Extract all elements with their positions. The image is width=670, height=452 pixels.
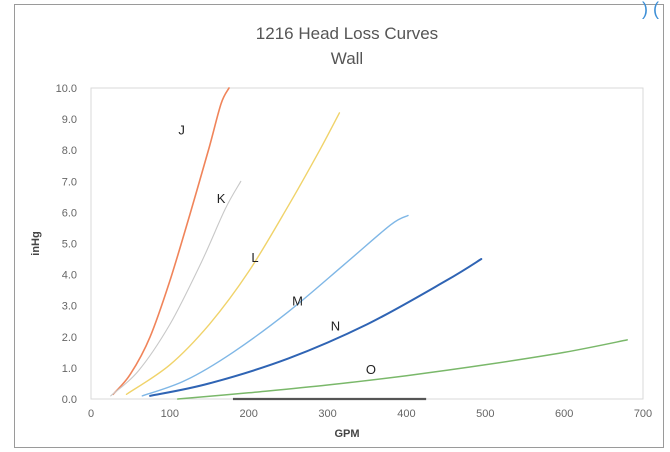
curve-o [176,339,628,400]
y-tick-label: 5.0 [62,239,77,251]
x-tick-label: 300 [318,408,336,420]
curve-l [125,112,341,395]
y-tick-label: 7.0 [62,176,77,188]
x-axis-label: GPM [334,428,359,440]
y-tick-label: 8.0 [62,145,77,157]
x-tick-label: 100 [161,408,179,420]
curve-labels-group: J K L M N O [178,123,376,377]
y-axis-ticks: 0.0 1.0 2.0 3.0 4.0 5.0 6.0 7.0 8.0 9.0 10.0 [56,83,77,406]
curve-label-j: J [178,123,185,138]
y-tick-label: 6.0 [62,207,77,219]
x-tick-label: 0 [88,408,94,420]
chart-frame: ) ( 1216 Head Loss Curves Wall 0.0 1.0 2.0… [14,0,664,448]
curve-label-k: K [217,191,226,206]
y-tick-label: 4.0 [62,270,77,282]
x-tick-label: 500 [476,408,494,420]
curve-j [112,87,230,396]
x-tick-label: 700 [634,408,652,420]
y-tick-label: 9.0 [62,114,77,126]
curves-group [110,87,628,400]
corner-bracket-mark: ) ( [642,0,659,19]
x-tick-label: 400 [397,408,415,420]
curve-label-l: L [251,250,258,265]
head-loss-chart: 1216 Head Loss Curves Wall 0.0 1.0 2.0 3.0 4… [30,24,652,440]
chart-subtitle: Wall [331,49,363,68]
curve-label-o: O [366,362,376,377]
y-tick-label: 10.0 [56,83,77,95]
curve-k [110,180,242,397]
y-tick-label: 2.0 [62,332,77,344]
curve-label-n: N [331,319,340,334]
y-tick-label: 0.0 [62,394,77,406]
curve-m [141,214,409,397]
y-axis-label: inHg [30,231,42,255]
x-tick-label: 600 [555,408,573,420]
x-axis-ticks: 0 100 200 300 400 500 600 700 [88,408,652,420]
curve-n [149,258,483,397]
x-tick-label: 200 [240,408,258,420]
y-tick-label: 3.0 [62,301,77,313]
chart-title: 1216 Head Loss Curves [256,24,438,43]
y-tick-label: 1.0 [62,363,77,375]
curve-label-m: M [292,294,303,309]
